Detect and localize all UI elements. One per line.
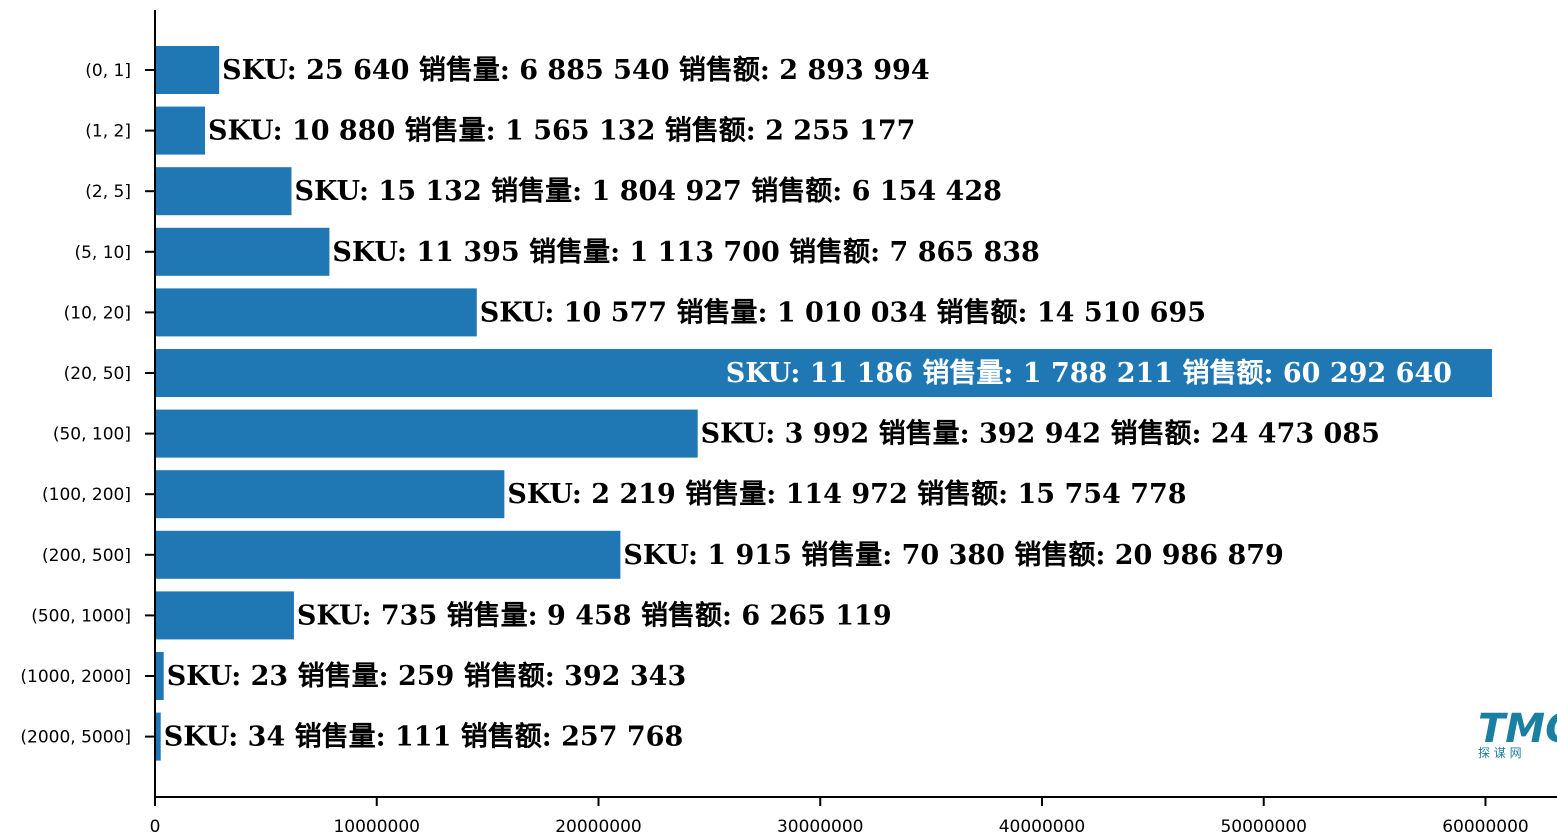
bar-labels-group: SKU: 25 640 销售量: 6 885 540 销售额: 2 893 99…: [164, 54, 1452, 753]
bar: [155, 591, 294, 640]
bar-data-label: SKU: 23 销售量: 259 销售额: 392 343: [167, 660, 687, 692]
y-tick-label: (10, 20]: [64, 303, 131, 323]
bar-data-label: SKU: 10 577 销售量: 1 010 034 销售额: 14 510 6…: [480, 296, 1206, 328]
x-tick-label: 40000000: [999, 817, 1086, 836]
bar: [155, 652, 164, 700]
bar-data-label: SKU: 15 132 销售量: 1 804 927 销售额: 6 154 42…: [294, 175, 1001, 207]
x-tick-label: 60000000: [1442, 817, 1529, 836]
bar-data-label: SKU: 3 992 销售量: 392 942 销售额: 24 473 085: [701, 418, 1380, 450]
x-tick-label: 30000000: [777, 817, 864, 836]
bar-data-label: SKU: 25 640 销售量: 6 885 540 销售额: 2 893 99…: [222, 54, 929, 86]
y-tick-label: (2000, 5000]: [20, 728, 131, 748]
y-axis: (0, 1] (1, 2] (2, 5] (5, 10] (10, 20] (20, 50…: [20, 10, 156, 797]
y-tick-label: (50, 100]: [53, 425, 131, 445]
x-tick-label: 0: [150, 817, 161, 836]
bar: [155, 106, 206, 155]
bar-data-label: SKU: 11 186 销售量: 1 788 211 销售额: 60 292 6…: [726, 357, 1452, 389]
y-tick-label: (200, 500]: [42, 546, 131, 566]
x-tick-label: 20000000: [555, 817, 642, 836]
bar-data-label: SKU: 1 915 销售量: 70 380 销售额: 20 986 879: [623, 539, 1283, 571]
bar-data-label: SKU: 34 销售量: 111 销售额: 257 768: [164, 721, 684, 753]
bar: [155, 288, 477, 337]
y-tick-label: (100, 200]: [42, 485, 131, 505]
watermark-logo: TMC 探 谋 网: [1478, 706, 1557, 760]
y-tick-label: (20, 50]: [64, 364, 131, 384]
x-tick-label: 10000000: [333, 817, 420, 836]
bars-group: [155, 46, 1492, 761]
bar: [155, 227, 330, 276]
watermark-logo-text: TMC: [1478, 706, 1557, 752]
y-tick-label: (5, 10]: [74, 243, 131, 263]
bar-data-label: SKU: 10 880 销售量: 1 565 132 销售额: 2 255 17…: [208, 115, 915, 147]
bar-data-label: SKU: 735 销售量: 9 458 销售额: 6 265 119: [297, 599, 892, 631]
bar: [155, 712, 161, 761]
y-tick-label: (0, 1]: [85, 61, 131, 81]
bar-data-label: SKU: 11 395 销售量: 1 113 700 销售额: 7 865 83…: [332, 236, 1039, 268]
bar: [155, 349, 1492, 397]
bar: [155, 470, 505, 519]
x-tick-label: 50000000: [1220, 817, 1307, 836]
y-tick-label: (1, 2]: [85, 122, 131, 142]
bar-data-label: SKU: 2 219 销售量: 114 972 销售额: 15 754 778: [507, 478, 1186, 510]
bar: [155, 46, 220, 94]
bar: [155, 530, 621, 579]
watermark-subtitle: 探 谋 网: [1478, 746, 1522, 760]
bar: [155, 409, 698, 458]
x-axis: 0 10000000 20000000 30000000 40000000 5000000…: [150, 796, 1557, 836]
y-tick-label: (2, 5]: [85, 182, 131, 202]
y-tick-label: (1000, 2000]: [20, 667, 131, 687]
bar: [155, 167, 292, 216]
y-tick-label: (500, 1000]: [31, 606, 131, 626]
